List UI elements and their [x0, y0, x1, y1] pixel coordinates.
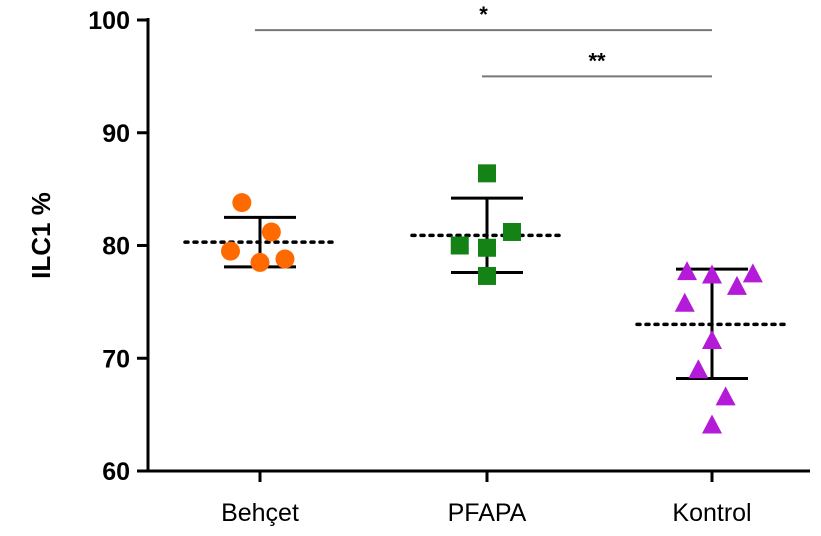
error-bars: [224, 196, 748, 381]
data-point: [688, 359, 709, 379]
significance-label: *: [479, 2, 488, 27]
y-axis-title: ILC1 %: [26, 192, 56, 279]
y-tick-label: 90: [102, 120, 130, 148]
data-point: [674, 292, 695, 312]
data-point: [715, 386, 736, 406]
data-point: [250, 252, 270, 272]
data-point: [502, 222, 521, 241]
data-point: [232, 193, 252, 213]
data-point: [702, 264, 722, 284]
data-point: [450, 236, 469, 255]
y-tick-label: 100: [88, 7, 130, 35]
data-point: [275, 249, 295, 269]
significance-brackets: ***: [255, 2, 712, 78]
axes: [137, 18, 810, 482]
y-tick-label: 70: [102, 345, 130, 373]
data-point: [677, 261, 698, 281]
axis-labels: 60 70 80 90 100 Behçet PFAPA Kontrol ILC1 %: [26, 7, 752, 527]
data-point: [702, 414, 722, 434]
data-point: [220, 241, 240, 261]
significance-label: **: [588, 48, 606, 73]
y-tick-label: 60: [102, 458, 130, 486]
data-point: [742, 263, 763, 283]
data-point: [478, 266, 496, 285]
y-tick-label: 80: [102, 233, 130, 261]
data-point: [726, 275, 747, 295]
x-tick-label: PFAPA: [448, 499, 527, 527]
data-point: [261, 222, 281, 242]
data-points: [220, 164, 763, 434]
x-tick-label: Behçet: [221, 499, 299, 527]
x-tick-label: Kontrol: [672, 499, 751, 527]
data-point: [478, 238, 496, 257]
data-point: [478, 164, 496, 183]
data-point: [702, 329, 722, 349]
